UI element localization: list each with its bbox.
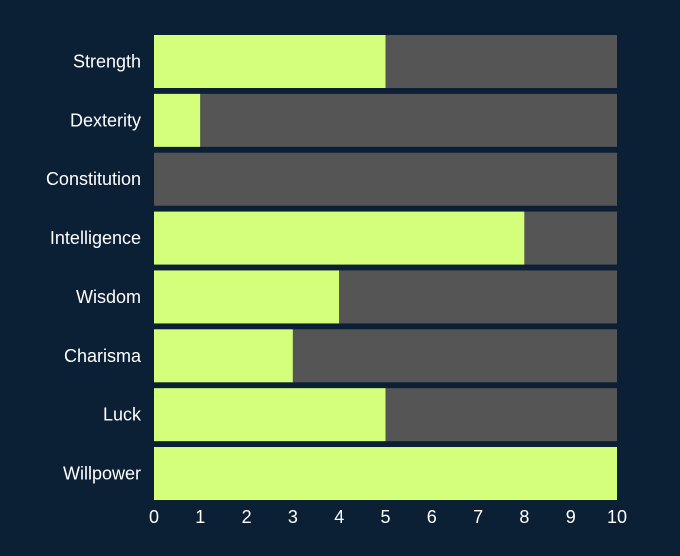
bar-luck-segment-1: [385, 388, 617, 442]
bar-constitution-segment-1: [154, 152, 617, 206]
category-label-charisma: Charisma: [64, 346, 142, 366]
category-label-willpower: Willpower: [63, 464, 141, 484]
category-label-strength: Strength: [73, 52, 141, 72]
x-tick-label-0: 0: [149, 507, 159, 527]
category-label-dexterity: Dexterity: [70, 110, 141, 130]
x-tick-label-9: 9: [566, 507, 576, 527]
bar-strength-segment-1: [385, 35, 617, 88]
bars-group: [154, 35, 618, 501]
x-tick-label-5: 5: [380, 507, 390, 527]
bar-dexterity-segment-1: [200, 93, 618, 147]
x-tick-label-10: 10: [607, 507, 627, 527]
x-tick-label-4: 4: [334, 507, 344, 527]
bar-intelligence-segment-1: [524, 211, 617, 265]
bar-luck-segment-0: [154, 388, 386, 442]
x-tick-label-6: 6: [427, 507, 437, 527]
x-axis-tick-labels: 0 1 2 3 4 5 6 7 8 9 10: [149, 507, 627, 527]
bar-wisdom-segment-0: [154, 270, 340, 324]
category-label-constitution: Constitution: [46, 169, 141, 189]
bar-charisma-segment-0: [154, 329, 293, 383]
bar-dexterity-segment-0: [154, 93, 201, 147]
category-labels: Strength Dexterity Constitution Intelligenc…: [46, 52, 142, 484]
x-tick-label-2: 2: [242, 507, 252, 527]
bar-intelligence-segment-0: [154, 211, 525, 265]
category-label-intelligence: Intelligence: [50, 228, 141, 248]
category-label-wisdom: Wisdom: [76, 287, 141, 307]
x-tick-label-3: 3: [288, 507, 298, 527]
bar-charisma-segment-1: [292, 329, 617, 383]
x-tick-label-1: 1: [195, 507, 205, 527]
category-label-luck: Luck: [103, 405, 142, 425]
bar-strength-segment-0: [154, 35, 386, 88]
bar-wisdom-segment-1: [339, 270, 617, 324]
bar-willpower-segment-0: [154, 447, 617, 501]
x-tick-label-8: 8: [519, 507, 529, 527]
x-tick-label-7: 7: [473, 507, 483, 527]
